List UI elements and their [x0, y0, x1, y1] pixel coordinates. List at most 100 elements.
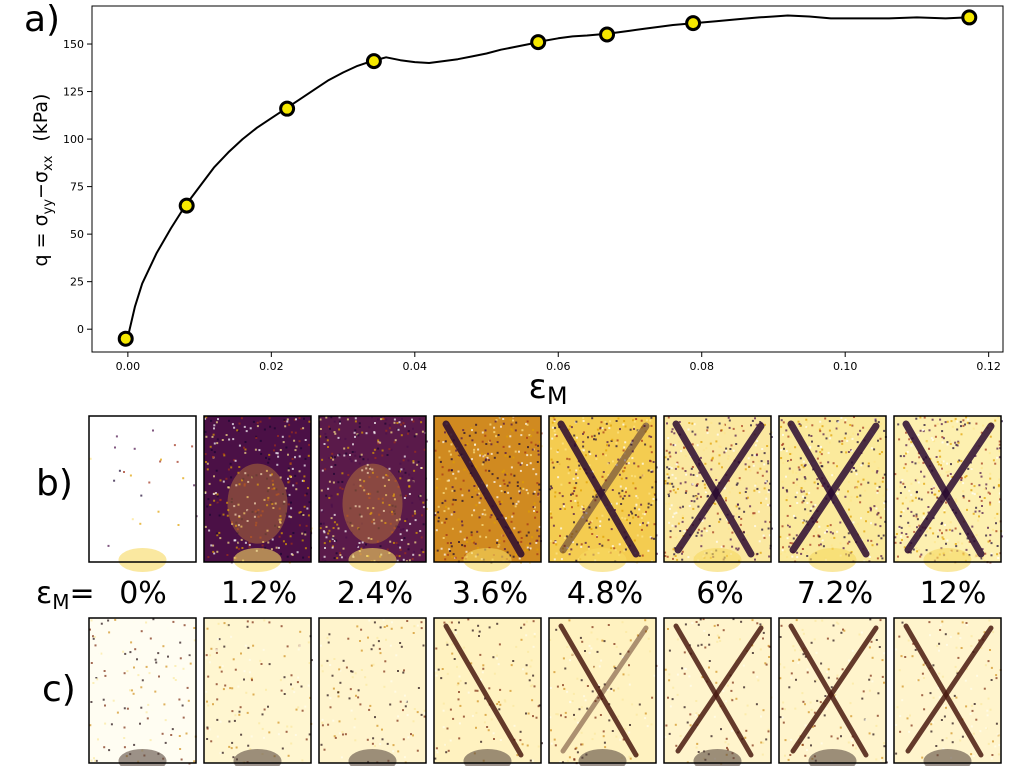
speckle	[205, 690, 208, 693]
speckle	[751, 419, 754, 422]
speckle	[843, 536, 846, 539]
speckle	[684, 491, 687, 494]
speckle	[416, 624, 419, 627]
speckle	[974, 555, 977, 558]
speckle	[563, 536, 566, 539]
speckle	[910, 510, 913, 513]
speckle	[790, 676, 793, 679]
speckle	[955, 545, 958, 548]
speckle	[216, 534, 219, 537]
speckle	[582, 432, 584, 435]
speckle	[623, 466, 626, 469]
speckle	[701, 519, 704, 522]
speckle	[760, 501, 762, 504]
speckle	[822, 545, 825, 548]
shear-band	[558, 623, 639, 758]
speckle	[186, 686, 189, 689]
speckle	[498, 544, 500, 547]
speckle	[553, 558, 556, 561]
speckle	[670, 504, 673, 507]
speckle	[693, 423, 696, 426]
speckle	[919, 429, 922, 432]
speckle	[114, 727, 117, 730]
speckle	[232, 438, 235, 441]
speckle	[580, 508, 582, 511]
speckle	[502, 479, 505, 482]
speckle	[476, 700, 479, 703]
speckle	[883, 681, 885, 684]
speckle	[593, 732, 596, 735]
speckle	[668, 521, 671, 524]
speckle	[388, 467, 391, 470]
speckle	[938, 696, 941, 699]
speckle	[989, 708, 992, 711]
speckle	[938, 672, 941, 675]
speckle	[467, 691, 470, 694]
speckle	[815, 450, 818, 453]
speckle	[400, 539, 403, 541]
speckle	[756, 552, 759, 555]
speckle	[671, 482, 674, 485]
speckle	[619, 428, 621, 431]
speckle	[400, 468, 403, 471]
speckle	[210, 740, 213, 743]
speckle	[795, 472, 798, 474]
speckle	[458, 737, 461, 740]
speckle	[418, 495, 421, 498]
speckle	[292, 489, 295, 491]
speckle	[913, 530, 916, 533]
speckle	[874, 418, 877, 421]
speckle	[344, 530, 347, 533]
speckle	[705, 447, 708, 450]
speckle	[745, 729, 748, 732]
speckle	[718, 445, 721, 448]
speckle	[998, 440, 1001, 443]
speckle	[378, 647, 381, 650]
speckle	[760, 460, 763, 463]
speckle	[972, 755, 975, 757]
speckle	[93, 757, 95, 760]
speckle	[354, 459, 357, 462]
speckle	[992, 740, 994, 743]
speckle	[997, 557, 1000, 559]
speckle	[780, 624, 783, 627]
speckle	[104, 704, 106, 707]
speckle	[585, 454, 587, 457]
speckle	[554, 541, 557, 543]
speckle	[189, 662, 192, 665]
speckle	[607, 444, 610, 447]
speckle	[302, 514, 305, 516]
speckle	[689, 713, 692, 716]
speckle	[789, 505, 792, 507]
speckle	[602, 453, 605, 456]
speckle	[381, 454, 384, 457]
speckle	[825, 437, 828, 440]
speckle	[813, 481, 816, 484]
speckle	[836, 688, 839, 691]
speckle	[850, 739, 853, 742]
speckle	[254, 524, 257, 527]
speckle	[998, 456, 1001, 459]
speckle	[390, 473, 393, 476]
speckle	[975, 422, 978, 425]
speckle	[509, 435, 512, 438]
speckle	[282, 493, 284, 495]
speckle	[379, 652, 382, 655]
speckle	[758, 540, 761, 543]
speckle	[123, 726, 126, 729]
speckle	[563, 544, 566, 547]
speckle	[860, 517, 862, 520]
speckle	[962, 419, 965, 422]
speckle	[123, 746, 126, 749]
speckle	[920, 470, 922, 473]
panel-label-a: a)	[24, 0, 61, 40]
speckle	[722, 545, 725, 548]
speckle	[218, 514, 221, 517]
speckle	[624, 727, 627, 730]
speckle	[650, 723, 653, 726]
speckle	[767, 462, 770, 465]
speckle	[92, 635, 94, 638]
speckle	[389, 644, 392, 647]
speckle	[864, 489, 867, 492]
speckle	[745, 487, 748, 490]
